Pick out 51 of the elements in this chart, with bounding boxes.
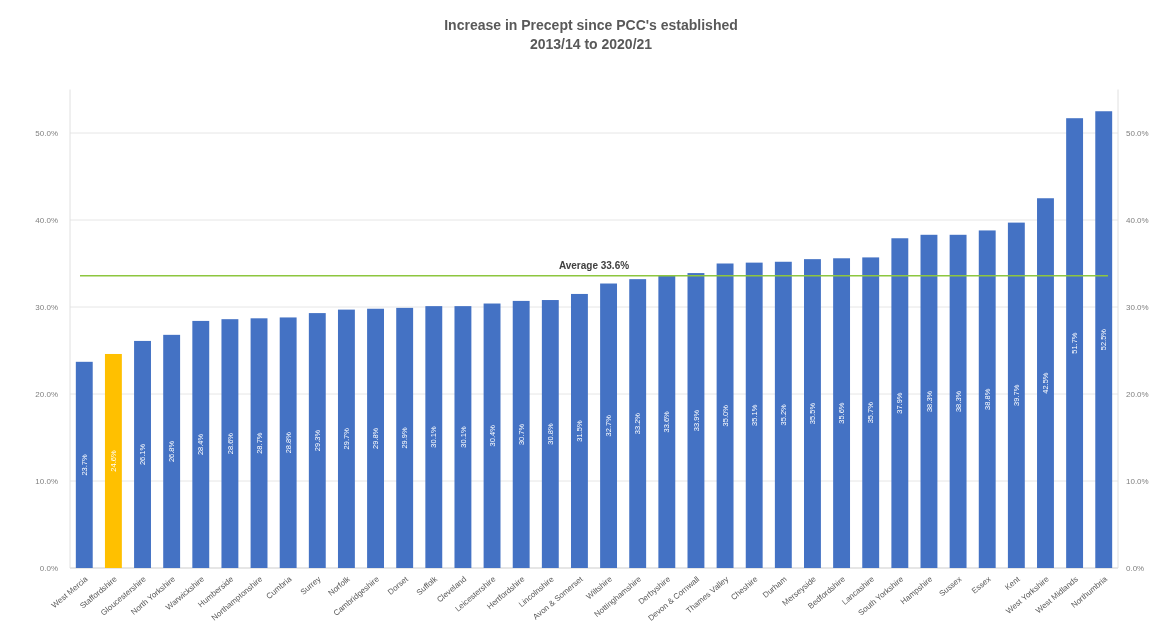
bar [396, 307, 414, 568]
bar [745, 262, 763, 568]
bar [891, 238, 909, 568]
x-tick-label: Kent [1003, 574, 1023, 593]
y2-tick-label: 10.0% [1126, 476, 1149, 486]
bar [862, 257, 880, 568]
bar [1066, 118, 1084, 568]
bar [541, 300, 559, 568]
y-tick-label: 40.0% [35, 215, 58, 225]
bar [629, 279, 647, 568]
y2-tick-label: 50.0% [1126, 128, 1149, 138]
ref-line-label: Average 33.6% [558, 259, 630, 271]
bar [192, 320, 210, 568]
bar [337, 309, 355, 568]
bar [1095, 111, 1113, 568]
bar [949, 234, 967, 568]
bar [1007, 222, 1025, 568]
bar [658, 275, 676, 568]
bar [104, 353, 122, 568]
chart-title: Increase in Precept since PCC's established 2013/14 to 2020/21 [444, 17, 738, 52]
y-tick-label: 50.0% [35, 128, 58, 138]
bar [1037, 198, 1054, 568]
y-tick-label: 0.0% [39, 563, 58, 573]
bar [454, 306, 472, 568]
bar [483, 303, 501, 568]
bar [774, 261, 792, 568]
bar [804, 259, 821, 568]
bar [570, 293, 588, 568]
bar [716, 263, 734, 568]
bar [279, 317, 297, 568]
bar [425, 306, 443, 568]
bar [833, 258, 851, 568]
bar [978, 230, 996, 568]
bar [134, 340, 151, 568]
y2-tick-label: 30.0% [1126, 302, 1149, 312]
bar [75, 361, 93, 568]
y-tick-label: 10.0% [35, 476, 58, 486]
bar [687, 273, 705, 568]
bar [512, 300, 530, 568]
bar [221, 319, 239, 568]
y2-tick-label: 20.0% [1126, 389, 1149, 399]
bar [920, 234, 938, 568]
bar [367, 308, 384, 568]
y-tick-label: 20.0% [35, 389, 58, 399]
bar [250, 318, 268, 568]
bar [163, 334, 181, 568]
y-tick-label: 30.0% [35, 302, 58, 312]
y2-tick-label: 0.0% [1126, 563, 1145, 573]
y2-tick-label: 40.0% [1126, 215, 1149, 225]
bar [308, 313, 326, 568]
bar [600, 283, 618, 568]
